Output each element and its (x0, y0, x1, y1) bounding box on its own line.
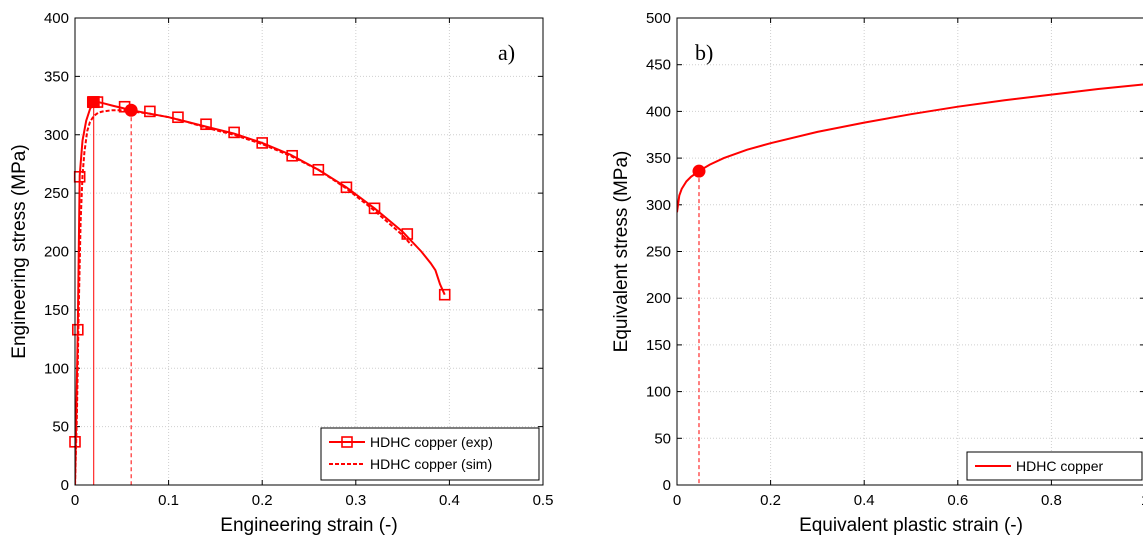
ticks-b: 0 0.2 0.4 0.6 0.8 1 0 50 100 150 200 250 300 350 400 45… (646, 10, 1143, 509)
data-point-marker (228, 126, 240, 139)
data-point-marker (256, 137, 269, 149)
plot-area-b (677, 83, 1143, 485)
x-tick-label: 0.4 (854, 492, 875, 509)
series-line-0 (677, 83, 1143, 213)
plot-frame-b (676, 17, 1143, 486)
chart-panel-b: 0 0.2 0.4 0.6 0.8 1 0 50 100 150 200 250 300 350 400 45… (611, 10, 1143, 536)
y-tick-label: 200 (44, 244, 69, 261)
legend-entry-exp: HDHC copper (exp) (370, 434, 493, 450)
x-tick-label: 0.4 (439, 492, 460, 509)
x-tick-label: 0 (71, 492, 79, 509)
data-point-marker (172, 111, 184, 124)
y-tick-label: 350 (646, 150, 671, 167)
x-tick-label: 0.1 (158, 492, 179, 509)
data-point-marker (401, 228, 414, 240)
ticks-a: 0 0.1 0.2 0.3 0.4 0.5 0 50 100 150 200 250 300 350 400 (44, 10, 553, 509)
x-axis-label-b: Equivalent plastic strain (-) (799, 515, 1023, 536)
y-tick-label: 0 (663, 477, 671, 494)
plot-frame-a (74, 17, 544, 486)
data-point-marker (72, 323, 84, 336)
legend-b: HDHC copper (966, 451, 1143, 481)
data-point-marker (144, 105, 156, 118)
x-tick-label: 0.6 (947, 492, 968, 509)
data-point-marker (312, 163, 325, 176)
y-tick-label: 200 (646, 290, 671, 307)
x-tick-label: 0.5 (533, 492, 554, 509)
y-tick-label: 300 (646, 197, 671, 214)
y-tick-label: 400 (44, 10, 69, 27)
y-tick-label: 100 (44, 360, 69, 377)
plot-area-a (69, 96, 451, 485)
y-tick-label: 400 (646, 103, 671, 120)
legend-entry-sim: HDHC copper (sim) (370, 456, 492, 472)
x-tick-label: 0.3 (345, 492, 366, 509)
x-tick-label: 1 (1141, 492, 1143, 509)
x-axis-label-a: Engineering strain (-) (220, 515, 397, 536)
x-tick-label: 0 (673, 492, 681, 509)
y-tick-label: 450 (646, 57, 671, 74)
y-tick-label: 50 (52, 419, 69, 436)
panel-label-b: b) (695, 40, 713, 65)
data-point-marker (368, 202, 381, 215)
data-point-marker (340, 181, 353, 194)
y-tick-label: 50 (654, 430, 671, 447)
legend-entry-hdhc: HDHC copper (1016, 458, 1103, 474)
y-tick-label: 150 (646, 337, 671, 354)
data-point-marker (200, 118, 212, 131)
grid-a (75, 18, 543, 485)
legend-a: HDHC copper (exp) HDHC copper (sim) (320, 427, 540, 481)
chart-panel-a: 0 0.1 0.2 0.3 0.4 0.5 0 50 100 150 200 250 300 350 400… (9, 10, 553, 536)
data-point-marker (286, 149, 298, 162)
x-tick-label: 0.2 (252, 492, 273, 509)
x-tick-label: 0.2 (760, 492, 781, 509)
y-tick-label: 300 (44, 127, 69, 144)
y-tick-label: 500 (646, 10, 671, 27)
x-tick-label: 0.8 (1041, 492, 1062, 509)
legend-box-a (320, 427, 540, 481)
y-tick-label: 250 (44, 185, 69, 202)
y-tick-label: 0 (61, 477, 69, 494)
y-axis-label-b: Equivalent stress (MPa) (611, 151, 632, 353)
legend-marker (341, 436, 353, 448)
data-point-marker (438, 288, 451, 301)
y-axis-label-a: Engineering stress (MPa) (9, 144, 30, 358)
y-tick-label: 150 (44, 302, 69, 319)
y-tick-label: 350 (44, 68, 69, 85)
panel-label-a: a) (498, 40, 515, 65)
grid-b (677, 18, 1143, 485)
y-tick-label: 100 (646, 384, 671, 401)
y-tick-label: 250 (646, 244, 671, 261)
